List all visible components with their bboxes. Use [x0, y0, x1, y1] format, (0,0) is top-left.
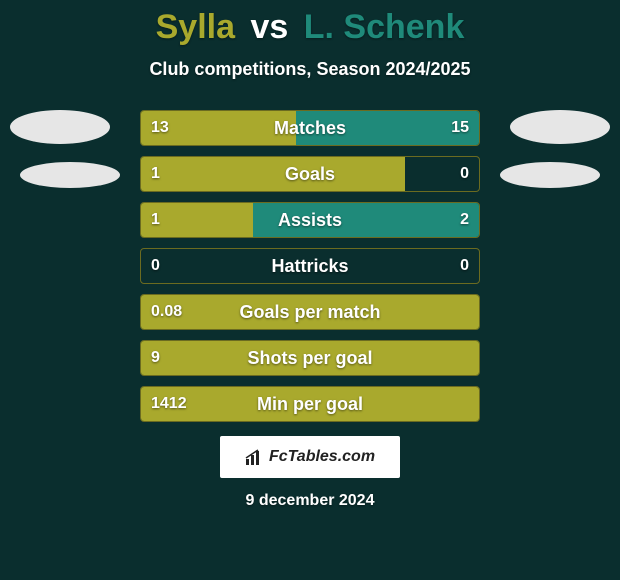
stat-fill-left — [141, 295, 479, 329]
stat-row: 0 0Hattricks — [140, 248, 480, 284]
stat-row: 1412Min per goal — [140, 386, 480, 422]
player2-badge — [500, 162, 600, 188]
stat-bars: 1315Matches10Goals12Assists00Hattricks0.… — [140, 110, 480, 422]
stat-fill-left — [141, 387, 479, 421]
player2-avatar — [510, 110, 610, 144]
footer-logo-text: FcTables.com — [269, 448, 375, 466]
date-text: 9 december 2024 — [0, 492, 620, 510]
stat-row: 9Shots per goal — [140, 340, 480, 376]
stat-fill-left — [141, 157, 405, 191]
stat-value-right: 0 — [460, 157, 469, 191]
stat-value-left: 0 — [151, 249, 160, 283]
stat-fill-right — [253, 203, 479, 237]
player1-badge — [20, 162, 120, 188]
stat-row: 0.08Goals per match — [140, 294, 480, 330]
footer-logo: FcTables.com — [220, 436, 400, 478]
player1-name: Sylla — [156, 8, 235, 46]
subtitle: Club competitions, Season 2024/2025 — [0, 59, 620, 80]
vs-text: vs — [250, 8, 288, 46]
chart-icon — [245, 448, 263, 466]
stat-fill-left — [141, 203, 253, 237]
stat-value-right: 0 — [460, 249, 469, 283]
stat-row: 10Goals — [140, 156, 480, 192]
comparison-title: Sylla vs L. Schenk — [0, 0, 620, 47]
stat-fill-left — [141, 111, 296, 145]
stat-label: Hattricks — [141, 249, 479, 283]
stat-fill-right — [296, 111, 479, 145]
player1-avatar — [10, 110, 110, 144]
stat-fill-left — [141, 341, 479, 375]
stat-row: 1315Matches — [140, 110, 480, 146]
comparison-arena: 1315Matches10Goals12Assists00Hattricks0.… — [0, 110, 620, 422]
stat-row: 12Assists — [140, 202, 480, 238]
player2-name: L. Schenk — [304, 8, 465, 46]
